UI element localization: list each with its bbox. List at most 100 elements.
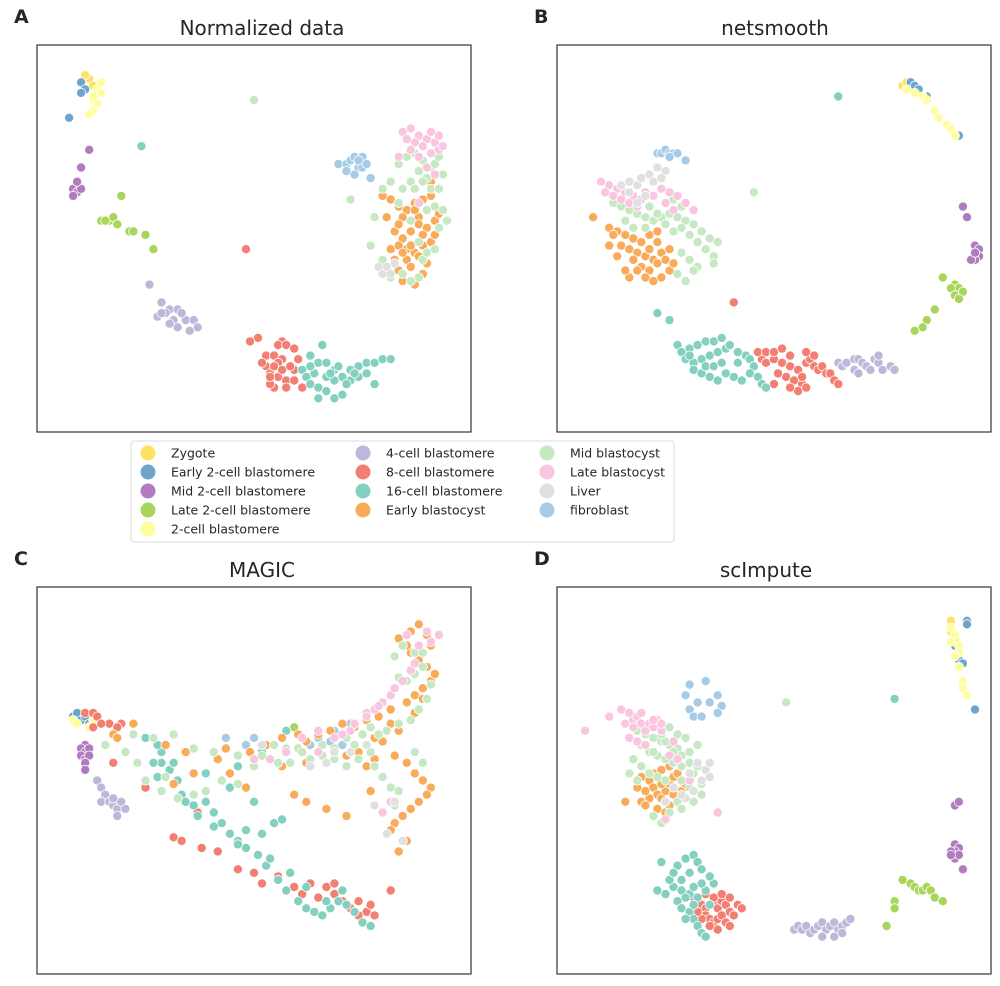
point-4-cell-blastomere bbox=[164, 318, 175, 329]
point-16-cell-blastomere bbox=[333, 896, 344, 907]
point-4-cell-blastomere bbox=[184, 325, 195, 336]
point-mid-blastocyst bbox=[433, 183, 444, 194]
point-early-blastocyst bbox=[644, 244, 655, 255]
point-16-cell-blastomere bbox=[660, 889, 671, 900]
point-4-cell-blastomere bbox=[144, 279, 155, 290]
point-early-blastocyst bbox=[341, 811, 352, 822]
point-late-blastocyst bbox=[660, 197, 671, 208]
point-mid-blastocyst bbox=[132, 757, 143, 768]
point-8-cell-blastomere bbox=[196, 843, 207, 854]
point-late-blastocyst bbox=[401, 630, 412, 641]
point-mid-blastocyst bbox=[680, 732, 691, 743]
point-mid-blastocyst bbox=[620, 215, 631, 226]
point-4-cell-blastomere bbox=[877, 364, 888, 375]
point-8-cell-blastomere bbox=[293, 354, 304, 365]
legend-item-late-2-cell-blastomere: Late 2-cell blastomere bbox=[140, 502, 311, 518]
point-8-cell-blastomere bbox=[785, 382, 796, 393]
point-late-blastocyst bbox=[656, 718, 667, 729]
legend-label: Liver bbox=[570, 484, 602, 499]
point-mid-blastocyst bbox=[648, 811, 659, 822]
point-late-2-cell-blastomere bbox=[148, 244, 159, 255]
point-mid-blastocyst bbox=[365, 240, 376, 251]
point-4-cell-blastomere bbox=[845, 914, 856, 925]
point-early-blastocyst bbox=[405, 226, 416, 237]
point-4-cell-blastomere bbox=[156, 308, 167, 319]
legend-label: Zygote bbox=[171, 446, 215, 461]
legend-item-4-cell-blastomere: 4-cell blastomere bbox=[355, 445, 495, 461]
point-early-blastocyst bbox=[413, 796, 424, 807]
point-early-blastocyst bbox=[381, 212, 392, 223]
point-late-2-cell-blastomere bbox=[953, 293, 964, 304]
point-16-cell-blastomere bbox=[333, 361, 344, 372]
point-mid-blastocyst bbox=[100, 740, 111, 751]
point-mid-blastocyst bbox=[624, 768, 635, 779]
point-16-cell-blastomere bbox=[208, 821, 219, 832]
point-early-blastocyst bbox=[636, 237, 647, 248]
legend-marker-zygote bbox=[140, 445, 156, 461]
point-mid-blastocyst bbox=[385, 176, 396, 187]
point-16-cell-blastomere bbox=[385, 354, 396, 365]
point-fibroblast bbox=[680, 690, 691, 701]
point-late-blastocyst bbox=[668, 736, 679, 747]
point-16-cell-blastomere bbox=[680, 914, 691, 925]
point-mid-blastocyst bbox=[652, 208, 663, 219]
point-late-2-cell-blastomere bbox=[140, 229, 151, 240]
point-liver bbox=[385, 268, 396, 279]
point-liver bbox=[704, 757, 715, 768]
point-mid-blastocyst bbox=[417, 757, 428, 768]
point-mid-blastocyst bbox=[441, 215, 452, 226]
point-4-cell-blastomere bbox=[176, 308, 187, 319]
point-fibroblast bbox=[220, 732, 231, 743]
point-16-cell-blastomere bbox=[305, 361, 316, 372]
point-mid-2-cell-blastomere bbox=[72, 176, 83, 187]
point-16-cell-blastomere bbox=[200, 768, 211, 779]
point-late-blastocyst bbox=[636, 708, 647, 719]
point-mid-2-cell-blastomere bbox=[957, 864, 968, 875]
point-late-blastocyst bbox=[313, 747, 324, 758]
point-mid-blastocyst bbox=[232, 779, 243, 790]
point-16-cell-blastomere bbox=[732, 357, 743, 368]
point-4-cell-blastomere bbox=[865, 364, 876, 375]
point-8-cell-blastomere bbox=[269, 361, 280, 372]
point-early-blastocyst bbox=[616, 240, 627, 251]
point-late-blastocyst bbox=[604, 711, 615, 722]
point-8-cell-blastomere bbox=[728, 297, 739, 308]
point-late-blastocyst bbox=[640, 740, 651, 751]
point-8-cell-blastomere bbox=[96, 718, 107, 729]
point-early-blastocyst bbox=[640, 800, 651, 811]
point-mid-2-cell-blastomere bbox=[76, 162, 87, 173]
panel-title-c: MAGIC bbox=[229, 558, 295, 582]
point-mid-blastocyst bbox=[397, 268, 408, 279]
point-mid-blastocyst bbox=[269, 740, 280, 751]
point-mid-blastocyst bbox=[660, 775, 671, 786]
point-16-cell-blastomere bbox=[716, 357, 727, 368]
point-late-2-cell-blastomere bbox=[937, 896, 948, 907]
point-late-blastocyst bbox=[409, 658, 420, 669]
point-early-blastocyst bbox=[321, 803, 332, 814]
point-late-blastocyst bbox=[281, 747, 292, 758]
point-mid-blastocyst bbox=[425, 679, 436, 690]
point-16-cell-blastomere bbox=[761, 382, 772, 393]
point-early-blastocyst bbox=[112, 732, 123, 743]
point-16-cell-blastomere bbox=[349, 368, 360, 379]
point-mid-blastocyst bbox=[692, 237, 703, 248]
point-8-cell-blastomere bbox=[313, 892, 324, 903]
point-mid-blastocyst bbox=[684, 229, 695, 240]
point-mid-blastocyst bbox=[409, 747, 420, 758]
scatter-points-b bbox=[588, 77, 985, 397]
point-8-cell-blastomere bbox=[785, 350, 796, 361]
point-mid-blastocyst bbox=[188, 789, 199, 800]
point-late-blastocyst bbox=[712, 807, 723, 818]
point-16-cell-blastomere bbox=[833, 91, 844, 102]
point-16-cell-blastomere bbox=[716, 332, 727, 343]
point-late-blastocyst bbox=[405, 144, 416, 155]
panel-letter-d: D bbox=[534, 548, 550, 570]
point-16-cell-blastomere bbox=[696, 864, 707, 875]
point-late-blastocyst bbox=[668, 205, 679, 216]
point-16-cell-blastomere bbox=[889, 693, 900, 704]
point-early-blastocyst bbox=[365, 786, 376, 797]
point-16-cell-blastomere bbox=[736, 375, 747, 386]
point-16-cell-blastomere bbox=[321, 357, 332, 368]
point-late-blastocyst bbox=[397, 676, 408, 687]
point-16-cell-blastomere bbox=[688, 899, 699, 910]
